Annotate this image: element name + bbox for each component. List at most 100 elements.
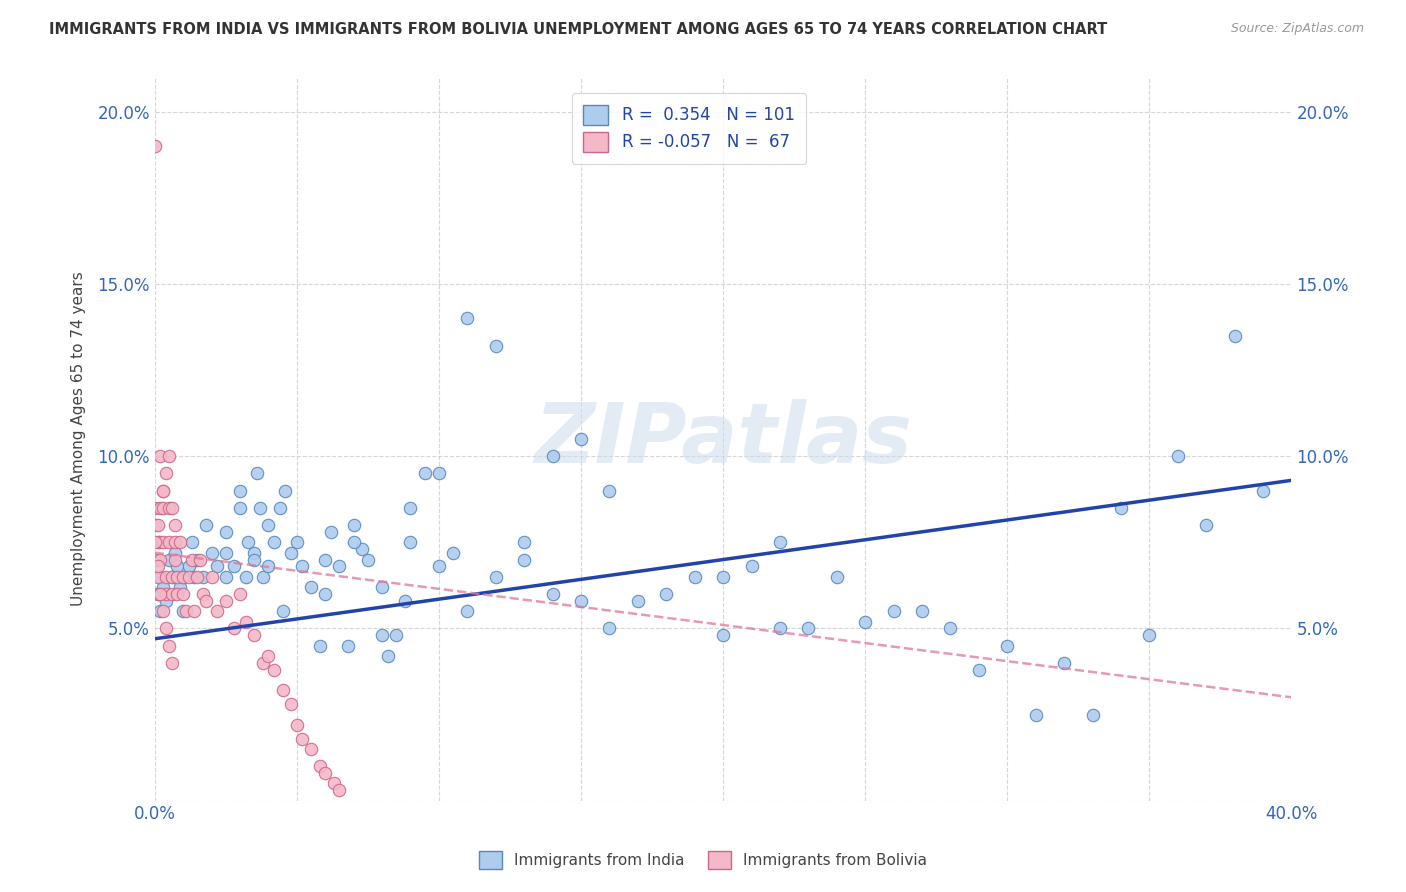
Point — [235, 570, 257, 584]
Point — [143, 500, 166, 515]
Point — [200, 546, 222, 560]
Point — [371, 580, 394, 594]
Point — [319, 524, 342, 539]
Point — [399, 535, 422, 549]
Point — [627, 594, 650, 608]
Point — [243, 546, 266, 560]
Point — [299, 742, 322, 756]
Text: IMMIGRANTS FROM INDIA VS IMMIGRANTS FROM BOLIVIA UNEMPLOYMENT AMONG AGES 65 TO 7: IMMIGRANTS FROM INDIA VS IMMIGRANTS FROM… — [49, 22, 1108, 37]
Point — [146, 559, 169, 574]
Point — [149, 604, 172, 618]
Point — [308, 639, 330, 653]
Point — [655, 587, 678, 601]
Point — [825, 570, 848, 584]
Point — [146, 587, 169, 601]
Point — [569, 594, 592, 608]
Point — [160, 570, 183, 584]
Point — [246, 467, 269, 481]
Point — [257, 518, 280, 533]
Point — [308, 759, 330, 773]
Point — [711, 628, 734, 642]
Point — [149, 570, 172, 584]
Point — [291, 731, 314, 746]
Legend: Immigrants from India, Immigrants from Bolivia: Immigrants from India, Immigrants from B… — [472, 845, 934, 875]
Point — [740, 559, 762, 574]
Point — [157, 552, 180, 566]
Point — [157, 639, 180, 653]
Point — [235, 615, 257, 629]
Point — [174, 604, 197, 618]
Point — [1025, 707, 1047, 722]
Point — [243, 628, 266, 642]
Point — [215, 546, 238, 560]
Point — [456, 311, 478, 326]
Point — [853, 615, 876, 629]
Point — [172, 570, 194, 584]
Point — [177, 559, 200, 574]
Point — [271, 683, 294, 698]
Point — [163, 546, 186, 560]
Point — [172, 570, 194, 584]
Point — [456, 604, 478, 618]
Point — [1195, 518, 1218, 533]
Point — [160, 500, 183, 515]
Point — [377, 648, 399, 663]
Point — [149, 587, 172, 601]
Point — [291, 559, 314, 574]
Point — [269, 500, 291, 515]
Point — [186, 552, 208, 566]
Point — [263, 535, 285, 549]
Point — [152, 483, 174, 498]
Point — [152, 604, 174, 618]
Point — [143, 518, 166, 533]
Point — [252, 570, 274, 584]
Point — [257, 559, 280, 574]
Point — [371, 628, 394, 642]
Point — [191, 570, 214, 584]
Point — [314, 766, 336, 780]
Point — [280, 546, 302, 560]
Point — [1137, 628, 1160, 642]
Point — [229, 483, 252, 498]
Point — [152, 535, 174, 549]
Point — [394, 594, 416, 608]
Point — [188, 552, 211, 566]
Point — [215, 524, 238, 539]
Point — [155, 594, 177, 608]
Point — [177, 570, 200, 584]
Point — [155, 570, 177, 584]
Point — [257, 648, 280, 663]
Point — [343, 518, 366, 533]
Text: ZIPatlas: ZIPatlas — [534, 399, 912, 480]
Point — [163, 518, 186, 533]
Point — [229, 587, 252, 601]
Point — [352, 542, 374, 557]
Point — [357, 552, 380, 566]
Point — [285, 535, 308, 549]
Point — [385, 628, 408, 642]
Point — [883, 604, 905, 618]
Point — [427, 559, 450, 574]
Point — [149, 535, 172, 549]
Point — [274, 483, 297, 498]
Point — [911, 604, 934, 618]
Point — [598, 622, 620, 636]
Point — [485, 570, 508, 584]
Point — [967, 663, 990, 677]
Point — [157, 535, 180, 549]
Point — [163, 552, 186, 566]
Point — [149, 552, 172, 566]
Point — [343, 535, 366, 549]
Point — [1053, 656, 1076, 670]
Point — [183, 570, 205, 584]
Point — [146, 587, 169, 601]
Point — [224, 559, 246, 574]
Point — [769, 535, 792, 549]
Point — [413, 467, 436, 481]
Point — [1223, 328, 1246, 343]
Point — [194, 518, 217, 533]
Legend: R =  0.354   N = 101, R = -0.057   N =  67: R = 0.354 N = 101, R = -0.057 N = 67 — [572, 93, 806, 163]
Point — [160, 656, 183, 670]
Point — [939, 622, 962, 636]
Point — [229, 500, 252, 515]
